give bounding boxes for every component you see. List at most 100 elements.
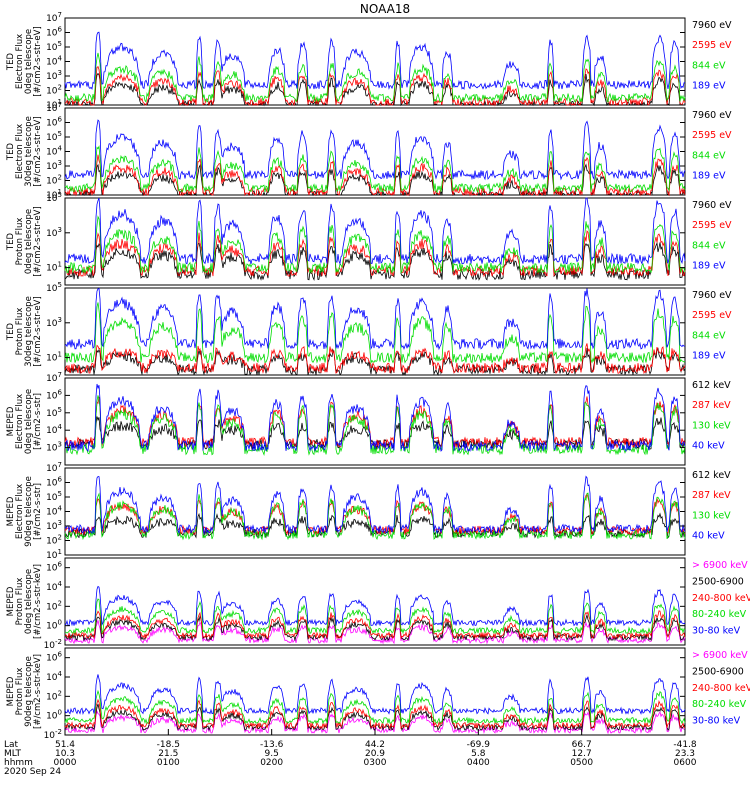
y-tick-label: 105 (46, 490, 62, 503)
y-tick-label: 105 (46, 130, 62, 143)
series-line-7-5 (64, 585, 686, 627)
y-tick-label: 107 (46, 101, 62, 114)
legend-entry: 7960 eV (692, 290, 732, 301)
y-tick-label: 102 (46, 534, 62, 547)
y-tick-label: 101 (46, 188, 62, 201)
series-line-5-3 (64, 395, 686, 456)
legend-entry: 287 keV (692, 400, 731, 411)
y-tick-label: 106 (46, 476, 62, 489)
legend-entry: 2500-6900 (692, 576, 744, 587)
legend-entry: 7960 eV (692, 110, 732, 121)
y-axis-label-line: [#/cm2-s-str-eV] (33, 206, 43, 276)
legend-entry: 612 keV (692, 470, 731, 481)
y-tick-label: 106 (46, 651, 62, 664)
y-tick-label: 107 (46, 11, 62, 24)
series-line-2-2 (64, 154, 686, 197)
y-tick-label: 103 (46, 441, 62, 454)
legend-entry: 80-240 keV (692, 609, 747, 620)
y-tick-label: 104 (46, 423, 62, 436)
series-line-2-3 (64, 145, 686, 194)
legend-entry: 612 keV (692, 380, 731, 391)
panel-4: 101 103 105 TED Proton Flux 30deg telescope [#… (6, 281, 732, 377)
y-axis-label-line: Proton Flux (15, 578, 25, 626)
footer-tick-value: 0400 (467, 758, 490, 768)
y-tick-label: 104 (46, 55, 62, 68)
series-line-4-4 (64, 287, 685, 351)
y-tick-label: 101 (46, 98, 62, 111)
series-line-3-4 (64, 197, 686, 266)
y-axis-label-line: [#/cm2-s-str-eV] (33, 296, 43, 366)
y-axis-label-line: Proton Flux (15, 218, 25, 266)
footer-row-label: Lat (4, 740, 19, 750)
y-axis-label-line: 0deg telescope (24, 389, 34, 454)
panel-frame (64, 557, 686, 646)
legend-entry: 2595 eV (692, 310, 732, 321)
footer-tick-value: -18.5 (157, 740, 180, 750)
series-line-4-2 (64, 343, 686, 375)
series-line-2-1 (64, 163, 686, 197)
footer-row-label: MLT (4, 749, 22, 759)
footer-row-label: hhmm (4, 758, 33, 768)
series-line-8-4 (64, 689, 686, 725)
y-tick-label: 106 (46, 26, 62, 39)
y-axis-label-line: 0deg telescope (24, 209, 34, 274)
legend-entry: 189 eV (692, 171, 726, 182)
series-line-3-3 (64, 215, 686, 275)
legend-entry: 287 keV (692, 490, 731, 501)
y-axis-label-line: Electron Flux (15, 394, 25, 449)
y-tick-label: 102 (46, 689, 62, 702)
y-tick-label: 100 (46, 619, 62, 632)
footer-tick-value: 51.4 (55, 740, 75, 750)
footer-tick-value: 0300 (364, 758, 387, 768)
y-axis-label-line: [#/cm2-s-str] (33, 483, 43, 540)
series-line-7-4 (64, 598, 686, 635)
footer-tick-value: 0500 (570, 758, 593, 768)
y-tick-label: 101 (46, 548, 62, 561)
series-line-3-2 (64, 230, 686, 278)
y-tick-label: 105 (46, 281, 62, 294)
legend-entry: 844 eV (692, 60, 726, 71)
legend-entry: > 6900 keV (692, 650, 748, 661)
legend-entry: 7960 eV (692, 200, 732, 211)
y-tick-label: 105 (46, 191, 62, 204)
series-line-5-2 (64, 396, 686, 449)
series-line-6-3 (64, 492, 686, 541)
y-axis-label-line: Electron Flux (15, 484, 25, 539)
series-line-8-3 (64, 698, 686, 730)
y-tick-label: 105 (46, 406, 62, 419)
y-tick-label: 103 (46, 226, 62, 239)
series-line-7-3 (64, 610, 686, 640)
y-axis-label-line: [#/cm2-s-str] (33, 393, 43, 450)
series-line-7-1 (64, 620, 686, 645)
y-axis-label-line: Proton Flux (15, 668, 25, 716)
y-tick-label: 10-2 (44, 728, 62, 741)
y-tick-label: 106 (46, 561, 62, 574)
panel-frame (64, 377, 686, 466)
series-line-1-4 (64, 31, 686, 91)
y-axis-label-line: 0deg telescope (24, 29, 34, 94)
y-axis-label-line: TED (6, 232, 16, 251)
y-tick-label: 101 (46, 261, 62, 274)
y-tick-label: 104 (46, 580, 62, 593)
legend-entry: 240-800 keV (692, 593, 750, 604)
y-tick-label: 105 (46, 40, 62, 53)
footer-tick-value: 9.5 (265, 749, 279, 759)
y-axis-label-line: [#/cm2-s-str-keV] (33, 654, 43, 729)
y-tick-label: 102 (46, 174, 62, 187)
y-axis-label-line: 30deg telescope (24, 296, 34, 367)
y-axis-label-line: 90deg telescope (24, 476, 34, 547)
legend-entry: 7960 eV (692, 20, 732, 31)
legend-entry: 844 eV (692, 240, 726, 251)
legend-entry: 844 eV (692, 330, 726, 341)
footer-date: 2020 Sep 24 (4, 767, 61, 777)
y-axis-label-line: Electron Flux (15, 124, 25, 179)
y-axis-label-line: 0deg telescope (24, 569, 34, 634)
legend-entry: > 6900 keV (692, 560, 748, 571)
y-tick-label: 103 (46, 159, 62, 172)
